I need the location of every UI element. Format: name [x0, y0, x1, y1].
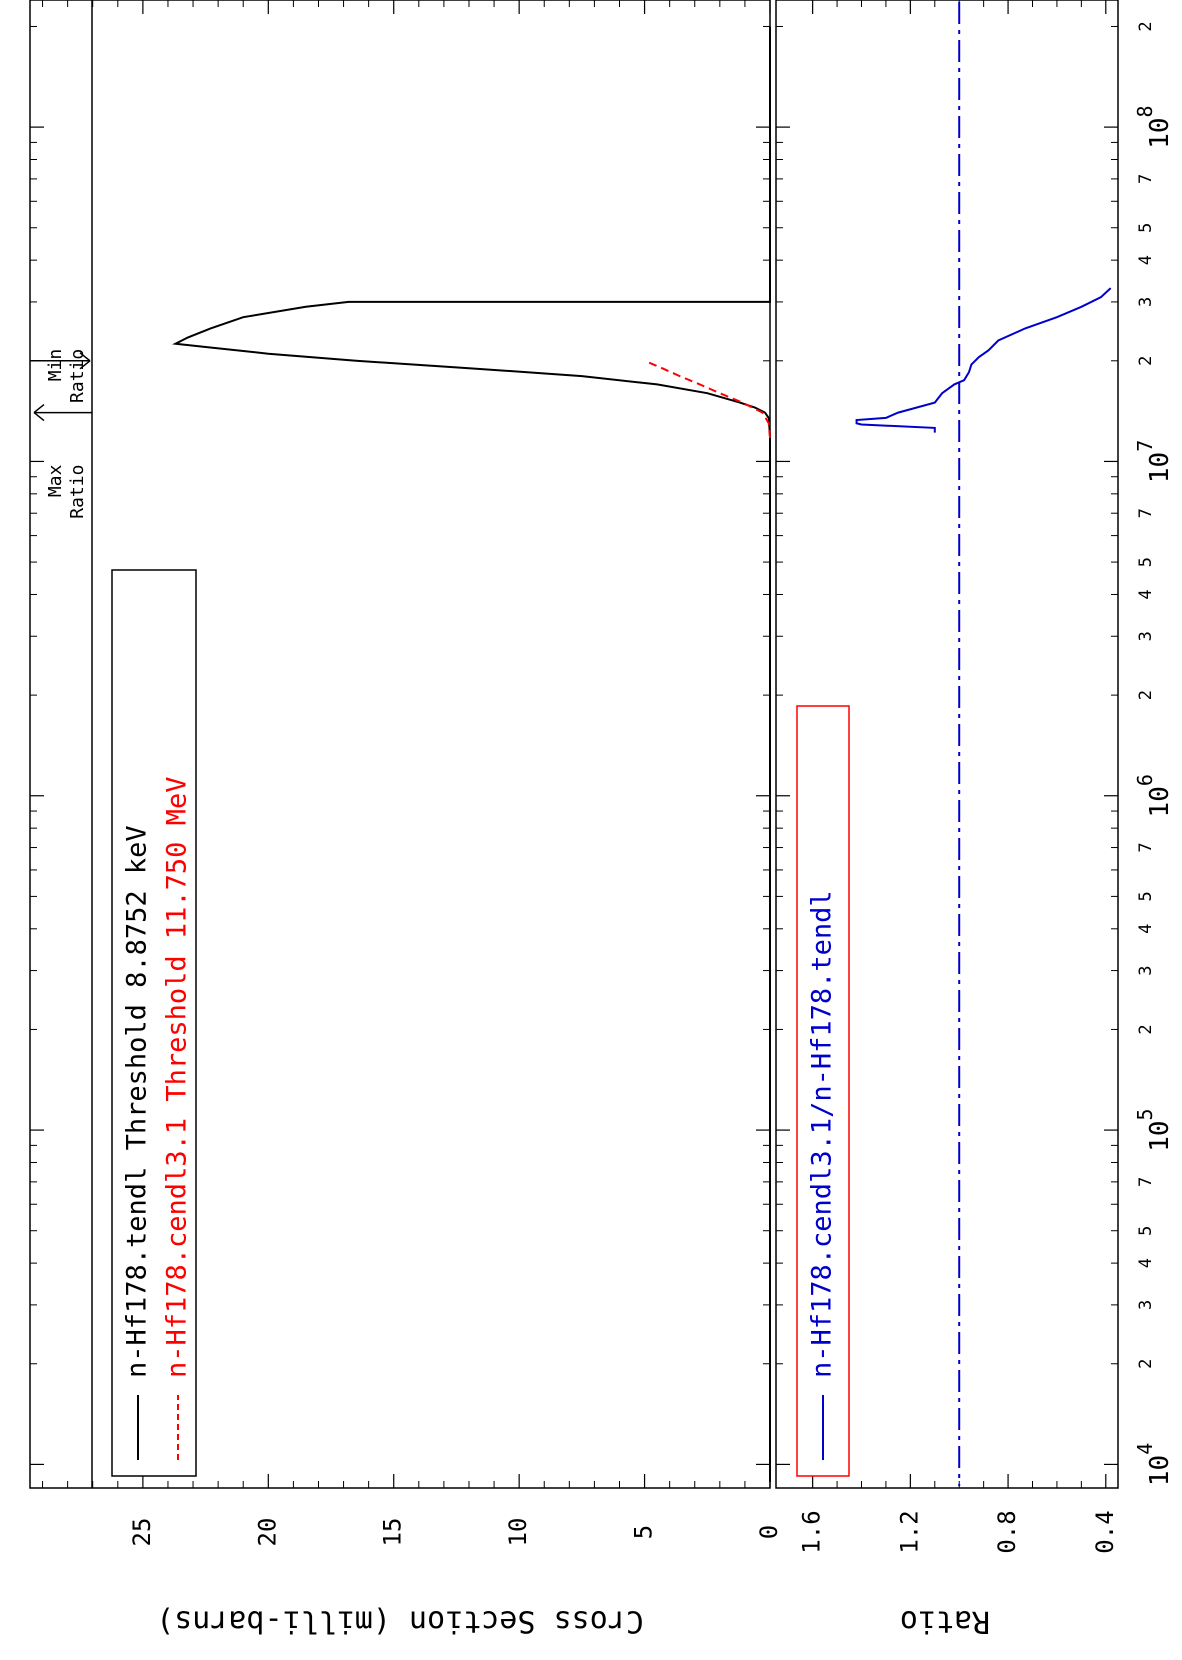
x-minor-tick-label: 2 — [1136, 690, 1156, 700]
x-minor-tick-label: 5 — [1136, 891, 1156, 901]
legend-entry-label: n-Hf178.cendl3.1 Threshold 11.750 MeV — [162, 777, 193, 1378]
min-ratio-arrow — [30, 352, 91, 370]
y-axis-title: Cross Section (milli-barns) — [156, 1604, 644, 1639]
ratio-series-line — [855, 287, 1112, 433]
x-minor-tick-label: 3 — [1136, 1300, 1156, 1310]
y-tick-label: 15 — [379, 1518, 407, 1547]
ratio-panel: 0.4 0.8 1.2 1.6 — [775, 0, 1119, 1554]
y-tick-label: 0 — [755, 1525, 783, 1539]
ratio-tick-label: 1.2 — [895, 1510, 923, 1553]
x-minor-tick-label: 4 — [1136, 589, 1156, 599]
x-minor-tick-label: 5 — [1136, 223, 1156, 233]
x-minor-tick-label: 2 — [1136, 1024, 1156, 1034]
y-tick-label: 25 — [128, 1518, 156, 1547]
x-minor-tick-label: 5 — [1136, 1226, 1156, 1236]
y-tick-label: 5 — [630, 1525, 658, 1539]
x-minor-tick-label: 7 — [1136, 508, 1156, 518]
x-major-tick-label: 107 — [1133, 440, 1175, 483]
x-minor-tick-label: 7 — [1136, 842, 1156, 852]
max-ratio-label: Max — [45, 464, 66, 497]
y-axis-titles: Cross Section (milli-barns) Ratio — [156, 1604, 990, 1639]
ratio-tick-label: 1.6 — [798, 1510, 826, 1553]
x-minor-tick-label: 5 — [1136, 557, 1156, 567]
x-minor-tick-label: 7 — [1136, 1177, 1156, 1187]
ratio-tick-label: 0.8 — [993, 1510, 1021, 1553]
tendl-series-line — [172, 26, 771, 1482]
x-minor-tick-label: 4 — [1136, 1258, 1156, 1268]
y-tick-label: 20 — [253, 1518, 281, 1547]
legend-box — [111, 569, 197, 1477]
ratio-legend: n-Hf178.cendl3.1/n-Hf178.tendl — [796, 705, 850, 1477]
x-major-tick-label: 104 — [1133, 1443, 1175, 1486]
x-major-tick-label: 105 — [1133, 1108, 1175, 1151]
x-minor-tick-label: 4 — [1136, 255, 1156, 265]
cendl-series-line — [644, 359, 771, 439]
cross-section-panel: 0 5 10 15 20 25 — [29, 0, 783, 1547]
x-minor-tick-label: 7 — [1136, 174, 1156, 184]
x-axis: 2 3 4 5 7 2 3 4 5 7 2 3 4 5 7 2 3 4 5 7 2 104 105 106 107 108 — [30, 21, 1175, 1486]
x-major-tick-label: 108 — [1133, 105, 1175, 148]
ratio-frame — [775, 0, 1119, 1489]
x-major-tick-label: 106 — [1133, 774, 1175, 817]
cross-section-legend: n-Hf178.tendl Threshold 8.8752 keV n-Hf17… — [111, 569, 197, 1477]
max-ratio-label: Ratio — [67, 465, 88, 519]
y-tick-label: 10 — [504, 1518, 532, 1547]
x-minor-tick-label: 2 — [1136, 356, 1156, 366]
x-minor-tick-label: 3 — [1136, 297, 1156, 307]
x-minor-tick-label: 3 — [1136, 631, 1156, 641]
ratio-axis-title: Ratio — [900, 1604, 990, 1639]
x-minor-tick-label: 4 — [1136, 924, 1156, 934]
legend-entry-label: n-Hf178.tendl Threshold 8.8752 keV — [122, 825, 153, 1378]
max-ratio-arrow — [33, 403, 92, 422]
min-ratio-label: Ratio — [67, 349, 88, 403]
ratio-tick-label: 0.4 — [1091, 1510, 1119, 1553]
ratio-legend-box — [796, 705, 850, 1477]
min-ratio-label: Min — [45, 349, 66, 382]
x-minor-tick-label: 3 — [1136, 965, 1156, 975]
x-minor-tick-label: 2 — [1136, 21, 1156, 31]
ratio-legend-label: n-Hf178.cendl3.1/n-Hf178.tendl — [807, 890, 838, 1378]
x-minor-tick-label: 2 — [1136, 1359, 1156, 1369]
